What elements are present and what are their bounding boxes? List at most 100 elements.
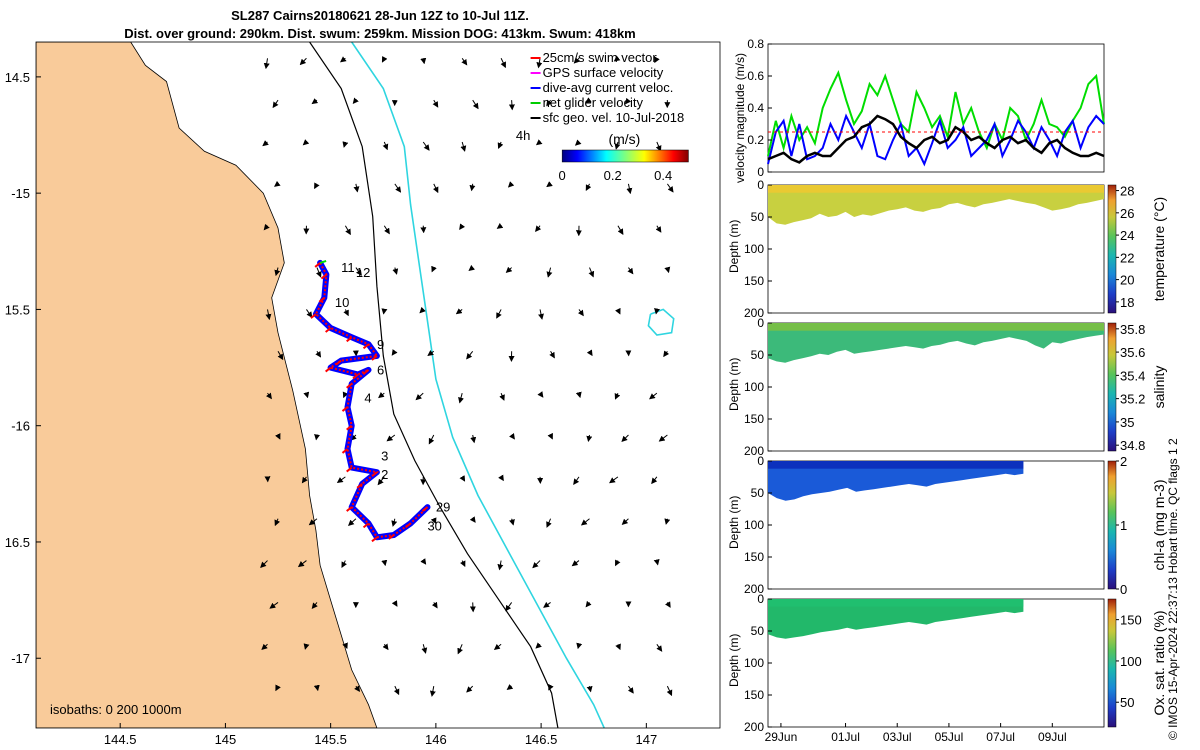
section-colorbar — [1107, 184, 1117, 314]
current-vector-arrow — [653, 558, 660, 566]
section-surface-layer — [768, 599, 1024, 607]
time-x-tick-label: 03Jul — [883, 730, 912, 744]
map-x-tick-label: 145.5 — [314, 732, 347, 747]
current-vector-arrow — [391, 600, 398, 607]
current-vector-arrow — [505, 266, 513, 273]
figure-title-line-2: Dist. over ground: 290km. Dist. swum: 25… — [124, 26, 636, 41]
section-y-tick-label: 50 — [751, 348, 765, 362]
colorbar-tick-label: 35 — [1120, 415, 1134, 430]
swim-vector-tick — [341, 406, 349, 412]
section-y-tick-label: 100 — [744, 380, 764, 394]
swim-vector-tick — [341, 448, 349, 454]
section-y-tick-label: 100 — [744, 518, 764, 532]
current-vector-arrow — [585, 600, 592, 608]
current-vector-arrow — [420, 57, 427, 65]
current-vector-arrow — [654, 56, 660, 64]
velocity-y-tick-label: 0 — [757, 165, 764, 179]
speed-colorbar — [561, 149, 689, 163]
current-vector-arrow — [311, 98, 319, 105]
map-x-tick-label: 146 — [425, 732, 447, 747]
legend-label: dive-avg current veloc. — [543, 80, 674, 95]
section-y-tick-label: 200 — [744, 306, 764, 320]
track-day-label: 3 — [381, 449, 388, 464]
current-vector-arrow — [625, 97, 632, 105]
current-vector-arrow — [466, 350, 474, 360]
current-vector-arrow — [663, 350, 670, 358]
current-vector-arrow — [573, 57, 581, 64]
map-y-tick-label: 16.5 — [5, 535, 30, 550]
time-x-tick-label: 29Jun — [765, 730, 798, 744]
current-vector-arrow — [308, 518, 318, 526]
swim-vector-tick — [346, 336, 353, 343]
swim-vector-tick — [325, 366, 332, 373]
current-vector-arrow — [341, 560, 347, 569]
current-vector-arrow — [532, 560, 541, 569]
colorbar-tick-label: 35.6 — [1120, 345, 1145, 360]
velocity-series-line — [767, 114, 1105, 164]
current-vector-arrow — [344, 225, 351, 236]
current-vector-arrow — [313, 684, 320, 692]
velocity-y-tick-label: 0.8 — [747, 37, 764, 51]
current-vector-arrow — [546, 518, 552, 528]
current-vector-arrow — [571, 560, 580, 567]
section-y-tick-label: 150 — [744, 412, 764, 426]
current-vector-arrow — [508, 100, 515, 111]
current-vector-arrow — [585, 97, 592, 104]
current-vector-arrow — [382, 643, 389, 651]
section-y-axis-label: Depth (m) — [727, 496, 741, 549]
section-y-tick-label: 150 — [744, 688, 764, 702]
current-vector-arrow — [497, 141, 504, 149]
current-vector-arrow — [421, 644, 428, 654]
swim-vector-tick — [346, 383, 353, 389]
section-colorbar — [1107, 598, 1117, 728]
current-vector-arrow — [505, 602, 513, 612]
current-vector-arrow — [339, 56, 347, 63]
current-vector-arrow — [306, 309, 313, 318]
section-y-tick-label: 0 — [757, 178, 764, 192]
track-day-label: 11 — [341, 260, 355, 275]
section-y-tick-label: 50 — [751, 210, 765, 224]
map-y-tick-label: -15 — [11, 186, 30, 201]
swim-vector-tick — [310, 313, 317, 319]
current-vector-arrow — [470, 434, 477, 444]
isobath-1000m-line — [351, 42, 605, 728]
current-vector-arrow — [498, 474, 504, 482]
speed-colorbar-tick: 0 — [559, 168, 566, 183]
current-vector-arrow — [466, 685, 474, 693]
swim-vector-tick — [371, 536, 378, 543]
current-vector-arrow — [378, 392, 385, 399]
current-vector-arrow — [299, 57, 307, 66]
current-vector-arrow — [431, 265, 437, 273]
colorbar-tick-label: 2 — [1120, 454, 1127, 469]
current-vector-arrow — [580, 518, 590, 526]
section-surface-layer — [768, 323, 1104, 331]
current-vector-arrow — [614, 141, 621, 150]
current-vector-arrow — [546, 267, 553, 278]
swim-vector-tick — [352, 373, 359, 380]
current-vector-arrow — [656, 643, 663, 652]
swim-vector-tick — [325, 327, 332, 333]
speed-colorbar-tick: 0.4 — [654, 168, 672, 183]
legend-label: GPS surface velocity — [543, 65, 664, 80]
swim-vector-tick — [421, 506, 429, 512]
current-vector-arrow — [665, 601, 671, 608]
current-vector-arrow — [461, 57, 468, 66]
legend-label: sfc geo. vel. 10-Jul-2018 — [543, 110, 685, 125]
current-vector-arrow — [500, 58, 506, 69]
current-vector-arrow — [381, 308, 388, 315]
section-data-fill — [768, 461, 1024, 501]
current-vector-arrow — [265, 392, 272, 400]
section-data-fill — [768, 599, 1024, 639]
current-vector-arrow — [651, 476, 658, 485]
colorbar-label: salinity — [1151, 366, 1167, 409]
current-vector-arrow — [506, 683, 514, 691]
colorbar-label: chl-a (mg m-3) — [1151, 479, 1167, 570]
current-vector-arrow — [627, 685, 634, 694]
current-vector-arrow — [301, 476, 308, 484]
current-vector-arrow — [303, 391, 310, 399]
swim-vector-track — [314, 262, 429, 539]
isobath-1000m-eddy — [647, 308, 675, 336]
